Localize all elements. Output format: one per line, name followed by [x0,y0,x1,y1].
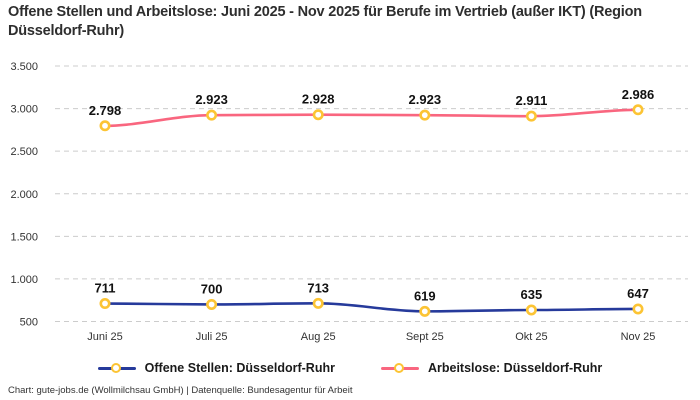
legend-marker-dot-icon [111,362,122,373]
x-axis-tick-label: Aug 25 [301,331,336,343]
data-point-value-label: 711 [95,281,116,296]
chart-legend: Offene Stellen: Düsseldorf-Ruhr Arbeitsl… [0,361,700,375]
legend-item-offene-stellen[interactable]: Offene Stellen: Düsseldorf-Ruhr [97,361,335,375]
data-point-marker[interactable] [312,109,324,121]
y-axis-tick-label: 1.000 [10,274,38,286]
data-point-marker[interactable] [419,109,431,121]
data-point-value-label: 619 [414,288,436,303]
y-axis-tick-label: 3.500 [10,61,38,73]
y-axis-tick-label: 1.500 [10,231,38,243]
data-point-value-label: 2.798 [89,103,122,118]
y-axis-tick-label: 3.000 [10,104,38,116]
data-point-value-label: 2.986 [622,87,655,102]
x-axis-tick-label: Nov 25 [621,331,656,343]
legend-item-arbeitslose[interactable]: Arbeitslose: Düsseldorf-Ruhr [380,361,603,375]
data-point-value-label: 700 [201,281,223,296]
x-axis-tick-label: Juni 25 [87,331,122,343]
data-point-marker[interactable] [206,109,218,121]
data-point-value-label: 2.923 [409,92,442,107]
x-axis-tick-label: Okt 25 [515,331,547,343]
y-axis-tick-label: 2.500 [10,146,38,158]
legend-swatch-offene-stellen [97,361,136,375]
data-point-marker[interactable] [206,298,218,310]
line-chart-plot-area: 500 1.000 1.500 2.000 2.500 3.000 3.500 Juni 25… [10,61,688,343]
data-point-marker[interactable] [632,303,644,315]
data-point-value-label: 647 [627,286,649,301]
legend-marker-dot-icon [394,362,405,373]
data-point-value-label: 2.911 [515,93,547,108]
data-point-marker[interactable] [632,104,644,116]
data-point-value-label: 713 [307,280,329,295]
chart-source-footer: Chart: gute-jobs.de (Wollmilchsau GmbH) … [8,385,353,396]
data-point-marker[interactable] [99,298,111,310]
series-line [103,302,640,313]
y-axis-tick-label: 2.000 [10,189,38,201]
legend-label-offene-stellen: Offene Stellen: Düsseldorf-Ruhr [144,361,335,375]
data-point-marker[interactable] [419,305,431,317]
chart-title: Offene Stellen und Arbeitslose: Juni 202… [8,4,642,40]
data-point-marker[interactable] [99,120,111,132]
x-axis-tick-label: Juli 25 [196,331,228,343]
series-line [103,108,640,128]
legend-label-arbeitslose: Arbeitslose: Düsseldorf-Ruhr [427,361,603,375]
legend-swatch-arbeitslose [380,361,419,375]
y-axis-tick-label: 500 [20,317,38,329]
data-point-marker[interactable] [525,304,537,316]
data-point-value-label: 2.923 [195,92,228,107]
x-axis-tick-label: Sept 25 [406,331,444,343]
data-point-marker[interactable] [525,110,537,122]
data-point-value-label: 635 [521,287,543,302]
data-point-marker[interactable] [312,297,324,309]
data-point-value-label: 2.928 [302,92,335,107]
